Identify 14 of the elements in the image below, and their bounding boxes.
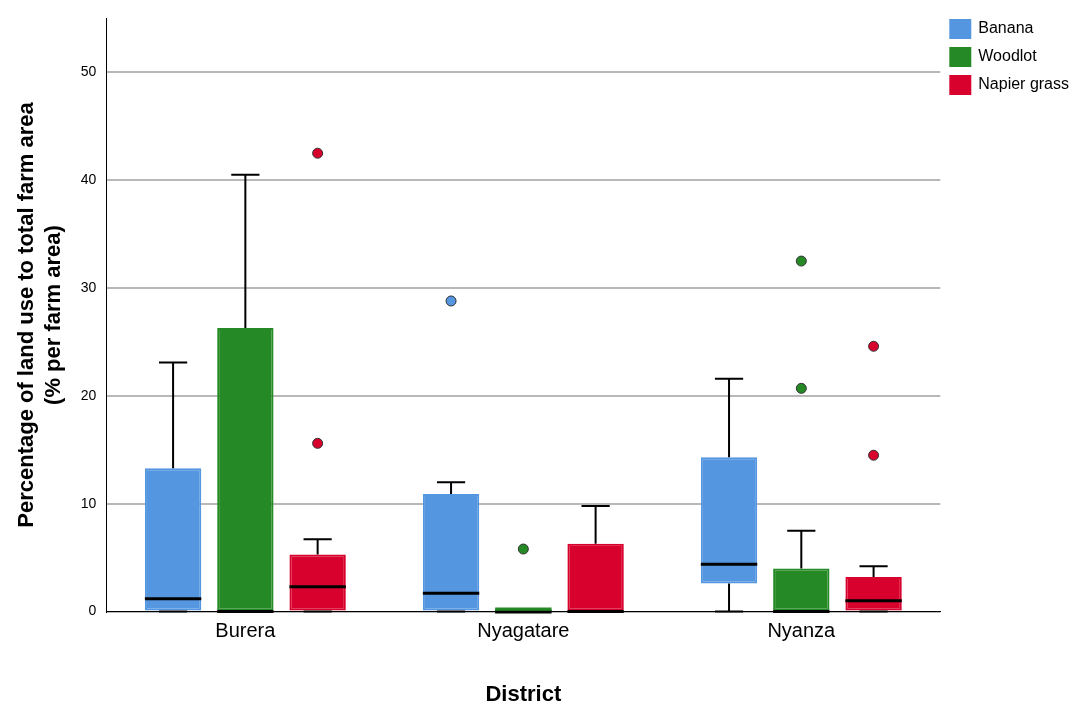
x-tick-label: Burera [215, 619, 277, 642]
y-tick-label: 40 [80, 171, 97, 188]
y-tick-label: 30 [80, 278, 97, 295]
y-tick-label: 20 [80, 386, 97, 403]
x-tick-label: Nyagatare [477, 619, 570, 642]
y-tick-label: 10 [80, 494, 97, 511]
y-axis-title: Percentage of land use to total farm area (% per farm area) [13, 101, 65, 528]
legend-label: Napier grass [978, 75, 1069, 93]
x-axis-title: District [485, 680, 562, 706]
legend-label: Woodlot [978, 47, 1038, 65]
x-tick-label: Nyanza [767, 619, 837, 642]
y-tick-label: 0 [88, 602, 97, 619]
y-tick-label: 50 [80, 63, 97, 80]
legend-label: Banana [978, 19, 1034, 37]
